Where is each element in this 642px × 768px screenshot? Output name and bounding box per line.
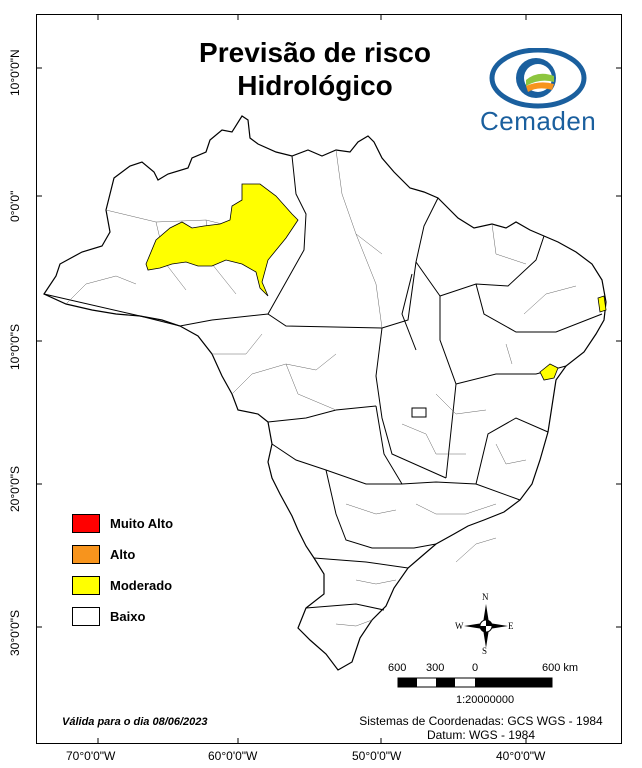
moderate-area-bahia-coast [539, 363, 559, 381]
map-title: Previsão de risco Hidrológico [150, 36, 480, 102]
state-borders [43, 155, 603, 611]
brazil-map [36, 14, 622, 744]
legend-label: Alto [110, 547, 136, 562]
lon-label-40w: 40°0'0"W [496, 749, 546, 763]
lon-label-50w: 50°0'0"W [352, 749, 402, 763]
lat-label-30s: 30°0'0"S [8, 609, 22, 656]
legend-swatch-orange [72, 545, 100, 564]
graticule-ticks [36, 14, 622, 744]
lon-label-60w: 60°0'0"W [208, 749, 258, 763]
compass-s: S [482, 646, 488, 656]
cemaden-logo-icon [489, 48, 587, 109]
scale-label-300: 300 [426, 662, 445, 674]
legend: Muito Alto Alto Moderado Baixo [72, 508, 173, 632]
legend-item-moderado: Moderado [72, 570, 173, 601]
legend-label: Muito Alto [110, 516, 174, 531]
scale-bar [397, 677, 553, 688]
legend-item-baixo: Baixo [72, 601, 173, 632]
moderate-area-amazonas [145, 183, 299, 297]
valid-date: Válida para o dia 08/06/2023 [62, 716, 208, 728]
moderate-area-pb-coast [597, 295, 607, 313]
datum: Datum: WGS - 1984 [426, 728, 536, 742]
legend-swatch-yellow [72, 576, 100, 595]
scale-label-0: 0 [472, 662, 479, 674]
compass-rose [464, 604, 508, 648]
compass-n: N [482, 592, 489, 602]
legend-swatch-red [72, 514, 100, 533]
logo-text: Cemaden [480, 106, 597, 136]
title-line-2: Hidrológico [237, 70, 393, 101]
legend-swatch-white [72, 607, 100, 626]
lon-label-70w: 70°0'0"W [66, 749, 116, 763]
scale-label-600km: 600 km [542, 662, 579, 674]
legend-item-muito-alto: Muito Alto [72, 508, 173, 539]
coordinate-info: Sistemas de Coordenadas: GCS WGS - 1984 … [346, 714, 616, 742]
compass-w: W [455, 621, 464, 631]
legend-item-alto: Alto [72, 539, 173, 570]
legend-label: Moderado [110, 578, 173, 593]
title-line-1: Previsão de risco [199, 37, 431, 68]
scale-label-600: 600 [388, 662, 407, 674]
compass-e: E [508, 621, 514, 631]
lat-label-10s: 10°0'0"S [8, 323, 22, 370]
legend-label: Baixo [110, 609, 146, 624]
federal-district [411, 407, 427, 418]
lat-label-20s: 20°0'0"S [8, 465, 22, 512]
scale-ratio: 1:20000000 [456, 694, 515, 706]
coord-system: Sistemas de Coordenadas: GCS WGS - 1984 [359, 714, 603, 728]
lat-label-0: 0°0'0" [8, 190, 22, 222]
lat-label-10n: 10°0'0"N [8, 49, 22, 96]
